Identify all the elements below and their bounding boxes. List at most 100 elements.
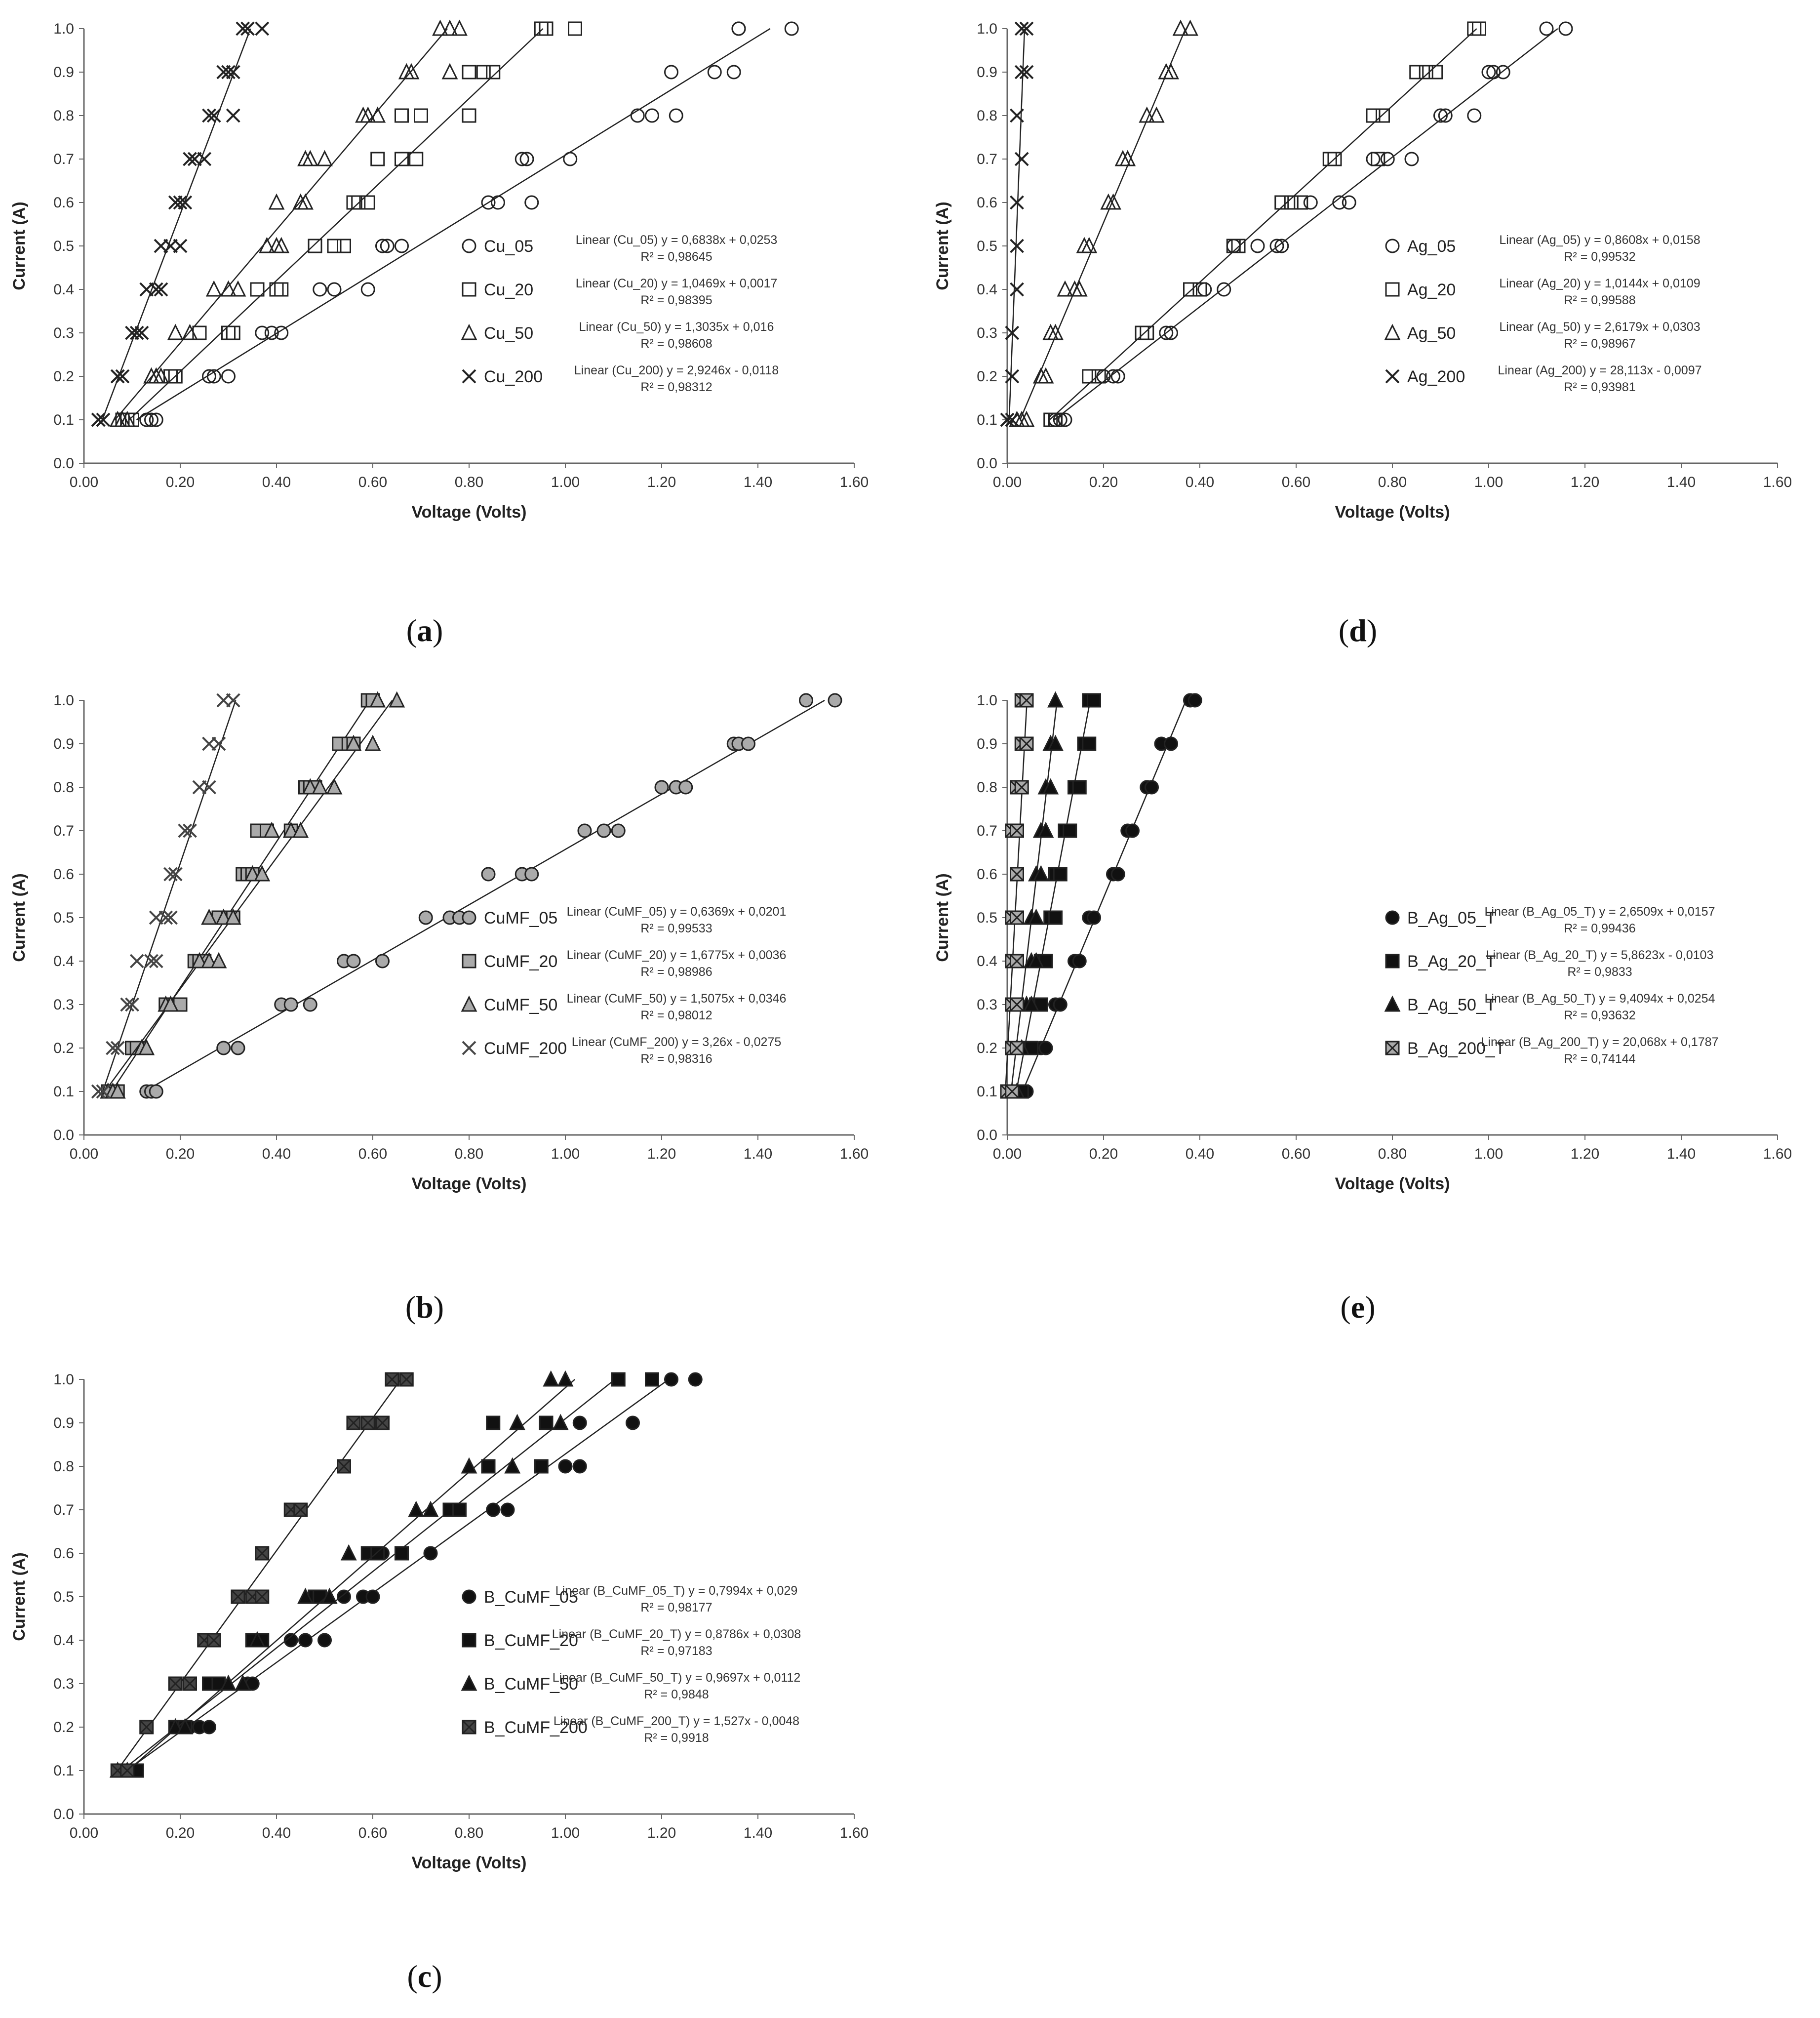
- point-Cu_200: [226, 108, 240, 123]
- point-Cu_05: [731, 21, 746, 36]
- x-tick-label: 0.40: [1186, 1146, 1214, 1162]
- point-Ag_50: [1037, 367, 1054, 384]
- legend-marker-CuMF_200: [462, 1041, 476, 1055]
- point-B_Ag_50_T: [1037, 821, 1054, 838]
- point-Cu_50: [451, 19, 468, 36]
- legend-equation-Cu_05: Linear (Cu_05) y = 0,6838x + 0,0253: [576, 233, 778, 247]
- x-tick-label: 1.00: [551, 1825, 580, 1841]
- point-B_Ag_20_T: [1063, 823, 1077, 838]
- point-Ag_200: [1014, 152, 1029, 166]
- point-CuMF_05: [799, 693, 813, 708]
- point-Cu_20: [168, 369, 183, 384]
- chart-c: 0.0 0.1 0.2 0.3 0.4 0.5 0.6 0.7 0.8 0.9 1.0 0.00 0.2…: [10, 1370, 869, 1872]
- point-Cu_05: [524, 195, 539, 210]
- fit-line-Ag_05: [1054, 28, 1558, 420]
- legend-r2-B_CuMF_200: R² = 0,9918: [644, 1731, 709, 1745]
- point-Ag_50: [1100, 193, 1117, 210]
- y-tick-label: 0.9: [53, 736, 74, 752]
- point-Ag_50: [1076, 237, 1093, 253]
- point-CuMF_200: [149, 954, 163, 969]
- point-Ag_05: [1438, 108, 1453, 123]
- fit-line-CuMF_50: [104, 700, 393, 1092]
- point-Cu_20: [476, 65, 491, 80]
- point-B_CuMF_20: [486, 1415, 501, 1430]
- point-B_CuMF_50: [509, 1413, 525, 1430]
- legend-marker-Cu_20: [462, 282, 476, 297]
- point-CuMF_200: [183, 823, 197, 838]
- point-Ag_200: [1000, 412, 1015, 427]
- point-Ag_20: [1409, 65, 1424, 80]
- point-B_Ag_200_T: [1014, 780, 1029, 795]
- point-Cu_20: [568, 21, 582, 36]
- fit-line-Cu_05: [136, 28, 771, 421]
- point-B_Ag_05_T: [1145, 780, 1159, 795]
- point-B_CuMF_50: [422, 1500, 439, 1517]
- point-B_CuMF_05: [558, 1459, 573, 1474]
- point-Ag_50: [1071, 280, 1088, 297]
- point-Ag_20: [1140, 325, 1154, 340]
- point-B_Ag_200_T: [1010, 954, 1024, 969]
- legend-label-B_CuMF_05: B_CuMF_05: [484, 1588, 578, 1607]
- chart-a: 0.0 0.1 0.2 0.3 0.4 0.5 0.6 0.7 0.8 0.9 1.0 0.00 0.2…: [10, 19, 869, 522]
- point-Ag_50: [1114, 150, 1131, 166]
- fit-line-CuMF_05: [144, 699, 825, 1092]
- x-tick-label: 0.40: [262, 1146, 291, 1162]
- point-Ag_05: [1467, 108, 1482, 123]
- fit-line-B_CuMF_50: [127, 1379, 576, 1771]
- x-tick-label: 0.20: [166, 1146, 195, 1162]
- point-Ag_05: [1110, 369, 1125, 384]
- y-axis-label: Current (A): [10, 202, 29, 290]
- point-Cu_50: [441, 19, 458, 36]
- point-Cu_05: [726, 65, 741, 80]
- x-tick-label: 1.00: [1474, 474, 1503, 490]
- point-B_CuMF_20: [395, 1546, 409, 1561]
- point-Ag_05: [1481, 65, 1496, 80]
- legend-marker-Cu_50: [461, 323, 477, 340]
- point-B_Ag_200_T: [1010, 823, 1024, 838]
- point-Ag_20: [1082, 369, 1097, 384]
- fit-line-B_Ag_20_T: [1016, 700, 1091, 1092]
- series-Ag_20: [1043, 21, 1486, 427]
- point-B_Ag_20_T: [1087, 693, 1101, 708]
- point-B_Ag_50_T: [1042, 778, 1059, 795]
- y-tick-label: 0.0: [977, 455, 997, 472]
- point-Ag_50: [1057, 280, 1073, 297]
- point-Cu_05: [255, 325, 270, 340]
- point-Ag_20: [1467, 21, 1482, 36]
- point-Ag_50: [1067, 280, 1083, 297]
- point-Ag_20: [1327, 152, 1342, 166]
- x-tick-label: 0.60: [1282, 474, 1310, 490]
- y-axis-label: Current (A): [10, 1552, 29, 1641]
- point-Ag_05: [1404, 152, 1419, 166]
- x-tick-label: 1.00: [1474, 1146, 1503, 1162]
- point-Ag_05: [1217, 282, 1231, 297]
- legend-r2-Ag_200: R² = 0,93981: [1564, 380, 1635, 394]
- point-Cu_05: [313, 282, 327, 297]
- point-B_Ag_200_T: [1019, 736, 1034, 751]
- point-Cu_200: [129, 325, 144, 340]
- point-Ag_50: [1163, 63, 1179, 80]
- y-tick-label: 0.1: [977, 412, 997, 428]
- x-tick-label: 1.60: [840, 1825, 869, 1841]
- point-B_Ag_05_T: [1164, 736, 1178, 751]
- point-Cu_20: [409, 152, 424, 166]
- point-B_Ag_50_T: [1047, 691, 1064, 708]
- point-CuMF_200: [110, 1041, 125, 1055]
- x-tick-label: 1.20: [1571, 1146, 1599, 1162]
- point-Cu_20: [462, 108, 476, 123]
- y-tick-label: 0.2: [977, 1040, 997, 1056]
- point-B_Ag_05_T: [1053, 997, 1068, 1012]
- point-CuMF_50: [138, 1039, 155, 1055]
- point-Cu_20: [221, 325, 236, 340]
- x-tick-label: 0.40: [262, 474, 291, 490]
- point-Cu_20: [534, 21, 549, 36]
- legend-label-Ag_50: Ag_50: [1407, 324, 1456, 343]
- point-B_Ag_200_T: [1010, 910, 1024, 925]
- point-CuMF_05: [303, 997, 317, 1012]
- point-Cu_50: [114, 410, 131, 427]
- point-B_Ag_200_T: [1010, 1041, 1024, 1055]
- point-Cu_20: [274, 282, 289, 297]
- point-B_CuMF_200: [399, 1372, 414, 1387]
- y-tick-label: 0.5: [53, 1589, 74, 1605]
- point-CuMF_50: [210, 952, 227, 969]
